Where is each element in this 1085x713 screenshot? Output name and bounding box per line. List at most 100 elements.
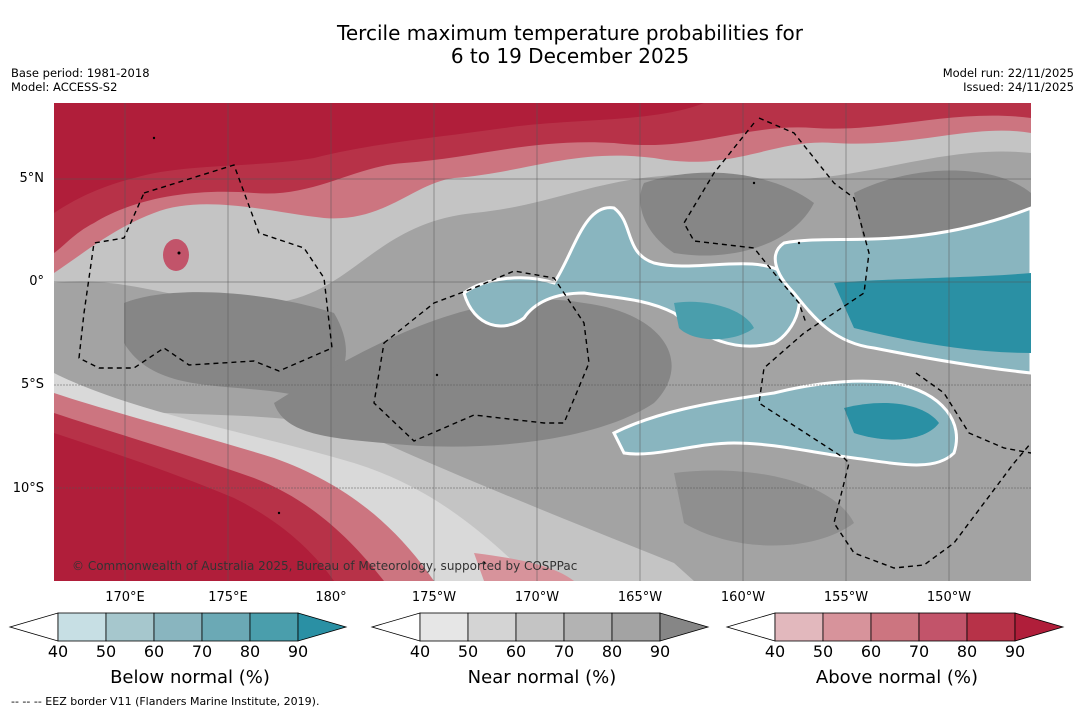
eez-line-kiribati-line-islands	[683, 117, 1031, 569]
colorbar-above-title: Above normal (%)	[815, 667, 979, 688]
near-colorbar-low-extend	[370, 612, 421, 642]
map-canvas	[54, 103, 1031, 581]
eez-tuvalu-kiribati-west	[78, 164, 333, 372]
island	[152, 136, 156, 140]
eez-footnote: -- -- -- EEZ border V11 (Flanders Marine…	[11, 695, 320, 708]
above-colorbar-tick: 50	[812, 642, 834, 661]
model-run: Model run: 22/11/2025	[942, 66, 1074, 80]
near-colorbar-tick: 60	[505, 642, 527, 661]
issued-date: Issued: 24/11/2025	[963, 80, 1074, 94]
lon-label-175w: 175°W	[411, 590, 457, 605]
below-colorbar-segment	[105, 612, 155, 642]
near-colorbar-tick: 40	[409, 642, 431, 661]
above-normal-north-core	[54, 103, 704, 213]
below-colorbar-segment	[249, 612, 299, 642]
lat-label-10s: 10°S	[12, 481, 44, 496]
below-colorbar-tick: 80	[239, 642, 261, 661]
graticule	[54, 103, 1031, 581]
below-normal-southeast-region	[611, 379, 958, 467]
near-colorbar-tick: 80	[601, 642, 623, 661]
lon-label-170e: 170°E	[105, 590, 145, 605]
above-colorbar-segment	[870, 612, 920, 642]
near-colorbar-tick: 50	[457, 642, 479, 661]
below-colorbar-tick: 70	[191, 642, 213, 661]
above-colorbar-high-extend	[1014, 612, 1065, 642]
above-colorbar-tick: 90	[1004, 642, 1026, 661]
below-colorbar-segment	[153, 612, 203, 642]
below-normal-central-core	[674, 301, 754, 340]
near-colorbar-high-extend	[659, 612, 710, 642]
above-colorbar-tick: 60	[860, 642, 882, 661]
below-colorbar-low-extend	[8, 612, 59, 642]
near-colorbar-tick: 90	[649, 642, 671, 661]
probability-map	[54, 103, 1031, 581]
colorbar-near-normal: Near normal (%) 40 50 60 70 80 90	[370, 612, 712, 688]
lon-label-180: 180°	[315, 590, 347, 605]
model-name: Model: ACCESS-S2	[11, 80, 118, 94]
eez-cook-islands	[915, 372, 1031, 454]
colorbar-below-svg	[8, 612, 348, 642]
island	[277, 511, 281, 515]
colorbar-near-svg	[370, 612, 710, 642]
island	[752, 181, 756, 185]
eez-borders	[78, 117, 1031, 569]
lon-label-175e: 175°E	[208, 590, 248, 605]
eez-phoenix-tokelau	[373, 270, 590, 442]
below-colorbar-tick: 60	[143, 642, 165, 661]
colorbar-above-svg	[725, 612, 1065, 642]
title-line-1: Tercile maximum temperature probabilitie…	[337, 21, 803, 45]
island	[435, 373, 439, 377]
near-normal-dark-north	[640, 172, 814, 256]
map-title: Tercile maximum temperature probabilitie…	[0, 22, 1085, 68]
near-normal-dark-west	[124, 292, 346, 395]
base-period: Base period: 1981-2018	[11, 66, 150, 80]
above-colorbar-tick: 80	[956, 642, 978, 661]
near-colorbar-segment	[563, 612, 613, 642]
near-normal-dark-centre	[274, 299, 672, 447]
near-normal-dark-southeast	[674, 470, 854, 546]
meta-left: Base period: 1981-2018 Model: ACCESS-S2	[11, 66, 150, 94]
near-colorbar-tick: 70	[553, 642, 575, 661]
below-colorbar-high-extend	[297, 612, 348, 642]
above-normal-small-blob	[163, 239, 189, 271]
below-colorbar-tick: 50	[95, 642, 117, 661]
colorbar-near-title: Near normal (%)	[467, 667, 617, 688]
above-normal-south-core	[54, 433, 334, 581]
above-colorbar-low-extend	[725, 612, 776, 642]
near-colorbar-segment	[515, 612, 565, 642]
island	[482, 561, 486, 565]
near-colorbar-segment	[611, 612, 661, 642]
title-line-2: 6 to 19 December 2025	[450, 44, 690, 68]
above-colorbar-segment	[774, 612, 824, 642]
below-normal-southeast-core	[844, 403, 939, 440]
island	[177, 251, 181, 255]
near-colorbar-segment	[419, 612, 469, 642]
below-colorbar-segment	[57, 612, 107, 642]
below-colorbar-segment	[201, 612, 251, 642]
lon-label-155w: 155°W	[823, 590, 869, 605]
above-colorbar-tick: 40	[764, 642, 786, 661]
lon-label-150w: 150°W	[926, 590, 972, 605]
islands	[152, 136, 801, 565]
above-colorbar-segment	[822, 612, 872, 642]
lon-label-170w: 170°W	[514, 590, 560, 605]
near-colorbar-segment	[467, 612, 517, 642]
lat-label-5n: 5°N	[19, 171, 45, 186]
lat-label-5s: 5°S	[20, 377, 44, 392]
lon-label-160w: 160°W	[720, 590, 766, 605]
colorbar-below-normal: Below normal (%) 40 50 60 70 80 90	[8, 612, 350, 688]
island	[797, 241, 801, 245]
meta-right: Model run: 22/11/2025 Issued: 24/11/2025	[943, 66, 1074, 94]
above-colorbar-segment	[918, 612, 968, 642]
copyright-notice: © Commonwealth of Australia 2025, Bureau…	[72, 559, 578, 573]
below-colorbar-tick: 40	[47, 642, 69, 661]
colorbar-above-normal: Above normal (%) 40 50 60 70 80 90	[725, 612, 1067, 688]
above-colorbar-tick: 70	[908, 642, 930, 661]
lon-label-165w: 165°W	[617, 590, 663, 605]
below-colorbar-tick: 90	[287, 642, 309, 661]
below-normal-east-core	[834, 273, 1031, 353]
above-colorbar-segment	[966, 612, 1016, 642]
lat-label-0: 0°	[29, 274, 44, 289]
colorbar-below-title: Below normal (%)	[110, 667, 270, 688]
above-normal-south-edge	[474, 553, 574, 581]
